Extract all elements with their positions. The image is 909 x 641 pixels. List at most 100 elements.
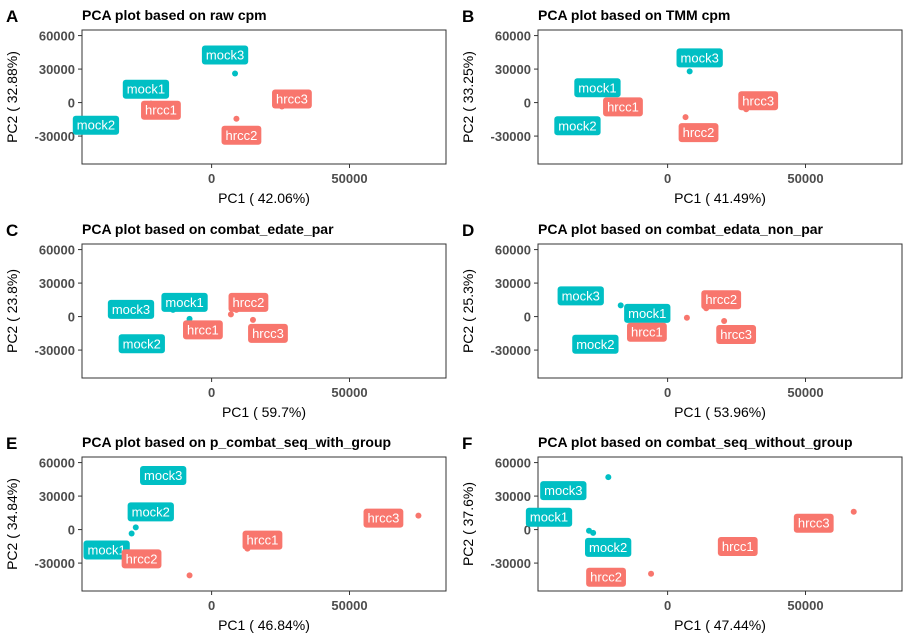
- point-label-mock2: mock2: [118, 334, 165, 354]
- chart-title: PCA plot based on combat_edate_par: [82, 221, 334, 237]
- point-label-box: [624, 303, 671, 323]
- panel-b: B PCA plot based on TMM cpm -30000 0 30000 60…: [460, 7, 903, 206]
- x-tick-label: 0: [664, 171, 671, 186]
- panel-letter-f: F: [462, 434, 472, 453]
- point-label-text: hrcc3: [720, 327, 752, 342]
- point-label-hrcc2: hrcc2: [586, 567, 626, 587]
- point-label-hrcc3: hrcc3: [363, 508, 404, 528]
- point-label-box: [272, 89, 312, 109]
- point-label-text: hrcc2: [226, 128, 258, 143]
- x-axis-title: PC1 ( 42.06%): [218, 190, 310, 206]
- point-label-text: mock1: [628, 306, 666, 321]
- point-label-box: [107, 299, 155, 319]
- point-label-box: [228, 292, 269, 312]
- x-tick-label: 50000: [331, 171, 367, 186]
- y-tick-label: 30000: [495, 489, 531, 504]
- x-tick-label: 50000: [331, 385, 367, 400]
- point-label-text: hrcc2: [126, 551, 158, 566]
- point-label-box: [183, 320, 223, 340]
- point-hrcc1: [683, 314, 690, 321]
- y-axis-title: PC2 ( 34.84%): [4, 478, 20, 570]
- point-label-mock3: mock3: [140, 465, 187, 485]
- point-label-box: [248, 323, 288, 343]
- point-label-box: [201, 45, 249, 65]
- x-tick-label: 50000: [787, 598, 823, 613]
- point-label-box: [140, 465, 187, 485]
- y-tick-label: 30000: [39, 276, 75, 291]
- point-label-mock1: mock1: [122, 79, 170, 99]
- point-label-box: [793, 513, 834, 533]
- y-tick-label: -30000: [491, 556, 531, 571]
- y-tick-label: -30000: [35, 343, 75, 358]
- point-label-text: mock1: [165, 295, 203, 310]
- y-axis-title: PC2 ( 37.6%): [460, 482, 476, 566]
- point-mock2: [132, 524, 139, 531]
- point-mock1: [186, 315, 193, 322]
- y-tick-label: 0: [524, 523, 531, 538]
- point-label-box: [127, 502, 174, 522]
- y-tick-label: -30000: [491, 343, 531, 358]
- point-label-box: [716, 325, 757, 345]
- point-label-text: hrcc3: [252, 326, 284, 341]
- point-label-text: hrcc3: [798, 516, 830, 531]
- x-tick-label: 0: [208, 598, 215, 613]
- x-tick-label: 50000: [331, 598, 367, 613]
- point-label-text: mock3: [112, 302, 150, 317]
- point-label-hrcc3: hrcc3: [738, 91, 779, 111]
- point-label-text: hrcc1: [247, 533, 279, 548]
- y-tick-label: 30000: [39, 489, 75, 504]
- y-axis-title: PC2 ( 23.8%): [4, 269, 20, 353]
- chart-title: PCA plot based on combat_edata_non_par: [538, 221, 824, 237]
- point-label-mock1: mock1: [574, 78, 621, 98]
- point-label-box: [603, 97, 643, 117]
- point-label-hrcc2: hrcc2: [221, 125, 262, 145]
- point-label-hrcc1: hrcc1: [141, 100, 181, 120]
- point-label-text: mock2: [589, 540, 627, 555]
- y-tick-label: 0: [524, 96, 531, 111]
- x-axis-title: PC1 ( 41.49%): [674, 190, 766, 206]
- point-label-mock3: mock3: [201, 45, 249, 65]
- y-tick-label: 0: [68, 96, 75, 111]
- x-tick-label: 0: [664, 385, 671, 400]
- point-label-text: mock2: [132, 504, 170, 519]
- point-label-text: hrcc1: [722, 539, 754, 554]
- point-label-box: [701, 290, 742, 310]
- chart-title: PCA plot based on p_combat_seq_with_grou…: [82, 434, 391, 450]
- point-label-text: mock1: [127, 82, 165, 97]
- panel-letter-c: C: [6, 221, 18, 240]
- point-mock1: [128, 530, 135, 537]
- point-label-box: [676, 48, 723, 68]
- point-label-box: [121, 549, 162, 569]
- point-label-mock1: mock1: [624, 303, 671, 323]
- chart-title: PCA plot based on combat_seq_without_gro…: [538, 434, 853, 450]
- point-hrcc3: [850, 508, 857, 515]
- point-label-mock2: mock2: [554, 116, 601, 136]
- point-label-hrcc1: hrcc1: [603, 97, 643, 117]
- point-label-text: hrcc3: [368, 511, 400, 526]
- point-label-box: [678, 123, 719, 143]
- point-label-text: mock2: [123, 336, 161, 351]
- point-label-text: hrcc1: [607, 99, 639, 114]
- x-tick-label: 0: [208, 171, 215, 186]
- point-label-hrcc2: hrcc2: [701, 290, 742, 310]
- point-hrcc2: [233, 115, 240, 122]
- point-label-text: hrcc1: [145, 103, 177, 118]
- point-label-text: mock3: [206, 48, 244, 63]
- point-label-mock3: mock3: [107, 299, 155, 319]
- y-axis-title: PC2 ( 25.3%): [460, 269, 476, 353]
- y-tick-label: 30000: [39, 62, 75, 77]
- point-label-mock2: mock2: [127, 502, 174, 522]
- y-tick-label: 60000: [39, 456, 75, 471]
- point-label-mock1: mock1: [161, 292, 208, 312]
- point-label-text: hrcc1: [631, 325, 663, 340]
- point-label-box: [363, 508, 404, 528]
- point-label-text: mock3: [544, 483, 582, 498]
- y-axis-title: PC2 ( 33.25%): [460, 51, 476, 143]
- point-label-box: [525, 507, 573, 527]
- y-tick-label: 60000: [495, 29, 531, 44]
- point-label-hrcc3: hrcc3: [793, 513, 834, 533]
- point-hrcc2: [186, 572, 193, 579]
- y-tick-label: 60000: [495, 243, 531, 258]
- y-tick-label: 0: [68, 310, 75, 325]
